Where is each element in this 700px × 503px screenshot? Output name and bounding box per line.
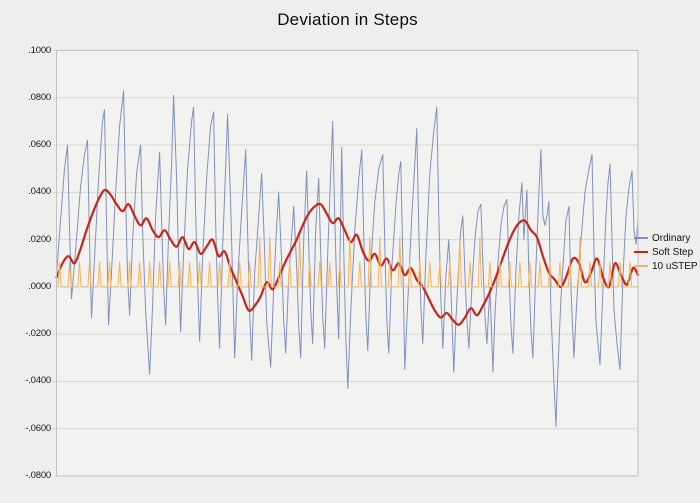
- y-axis-tick-label: .0800: [28, 91, 51, 103]
- y-axis-tick-label: .0400: [28, 186, 51, 198]
- ordinary-line-marker-icon: [634, 237, 648, 239]
- y-axis-tick-label: .0200: [28, 233, 51, 245]
- soft-step-line-marker-icon: [634, 251, 648, 253]
- legend-item-10-ustep: 10 uSTEP: [634, 259, 698, 273]
- y-axis-tick-label: .1000: [28, 44, 51, 56]
- legend-item-ordinary: Ordinary: [634, 231, 698, 245]
- y-axis-tick-label: .0000: [28, 280, 51, 292]
- ordinary-line-series: [56, 90, 639, 427]
- soft-step-line-series: [55, 188, 640, 326]
- y-axis-tick-label: .0600: [28, 139, 51, 151]
- y-axis-tick-label: -.0400: [25, 375, 51, 387]
- legend-label: 10 uSTEP: [652, 260, 698, 272]
- y-axis-tick-label: -.0200: [25, 328, 51, 340]
- legend-label: Ordinary: [652, 232, 691, 244]
- 10-ustep-line-series: [56, 236, 639, 288]
- ustep-line-marker-icon: [634, 265, 648, 267]
- y-axis-tick-label: -.0800: [25, 470, 51, 481]
- y-axis-tick-label: -.0600: [25, 422, 51, 434]
- legend-item-soft-step: Soft Step: [634, 245, 698, 259]
- plot-border: [56, 50, 639, 477]
- legend-label: Soft Step: [652, 246, 694, 258]
- legend: Ordinary Soft Step 10 uSTEP: [634, 231, 698, 273]
- plot-background: [56, 50, 638, 476]
- chart-title: Deviation in Steps: [277, 10, 418, 29]
